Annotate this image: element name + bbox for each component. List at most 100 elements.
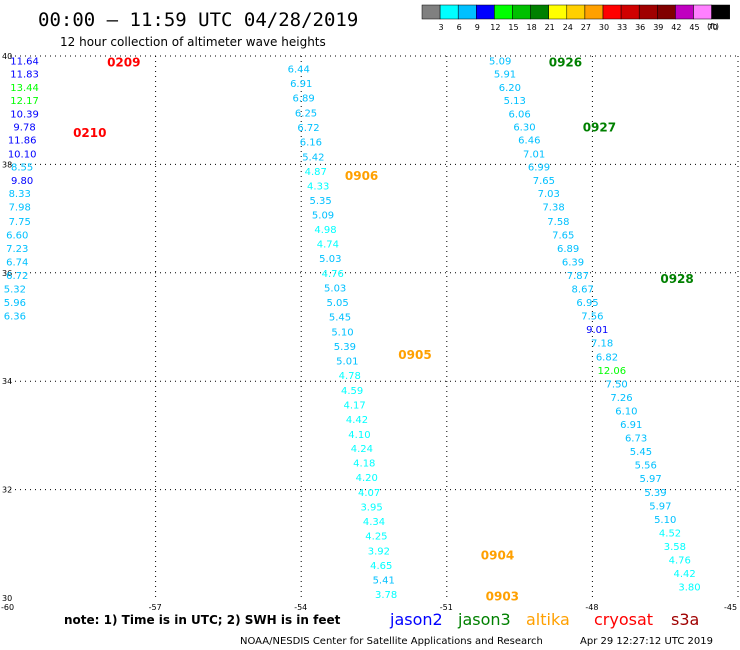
wave-height-value: 3.58 (664, 542, 686, 553)
color-swatch (530, 4, 549, 20)
wave-height-value: 4.17 (343, 401, 365, 412)
wave-height-value: 5.13 (504, 96, 526, 107)
color-scale-label: 39 (653, 23, 663, 32)
wave-height-value: 4.74 (317, 240, 339, 251)
pass-label: 0209 (107, 55, 140, 69)
wave-height-value: 5.03 (324, 283, 346, 294)
wave-height-value: 6.46 (518, 135, 540, 146)
wave-height-value: 3.95 (360, 502, 382, 513)
wave-height-value: 4.76 (322, 269, 344, 280)
pass-labels: 0209 0210 0906 0905 0904 0903 0926 0927 0928 (73, 55, 694, 603)
wave-height-value: 11.64 (10, 56, 39, 67)
footer-note: note: 1) Time is in UTC; 2) SWH is in fe… (64, 613, 341, 627)
color-swatch (566, 4, 586, 20)
color-scale-label: 3 (439, 23, 444, 32)
wave-height-value: 9.01 (586, 325, 608, 336)
color-scale-bar: 3 6 9 12 15 18 21 24 27 30 33 36 39 42 45 70 (421, 4, 730, 32)
wave-height-value: 6.74 (6, 257, 28, 268)
wave-height-value: 8.67 (572, 285, 594, 296)
wave-height-value: 11.83 (10, 69, 39, 80)
wave-height-value: 3.92 (368, 546, 390, 557)
wave-height-value: 7.26 (610, 393, 632, 404)
wave-height-value: 7.65 (533, 176, 555, 187)
color-scale-label: 24 (563, 23, 573, 32)
wave-height-value: 4.98 (314, 225, 336, 236)
color-swatch (494, 4, 513, 20)
wave-height-value: 5.35 (309, 196, 331, 207)
wave-height-value: 4.34 (363, 517, 385, 528)
color-scale-label: 33 (617, 23, 627, 32)
satellite-legend: jason2 jason3 altika cryosat s3a (389, 610, 699, 629)
pass-label: 0904 (481, 549, 514, 563)
wave-height-value: 6.89 (557, 244, 579, 255)
wave-height-value: 4.78 (339, 371, 361, 382)
satellite-legend-item: jason3 (457, 610, 511, 629)
wave-height-value: 4.59 (341, 386, 363, 397)
wave-height-value: 4.10 (348, 430, 370, 441)
color-swatch (675, 4, 694, 20)
wave-height-value: 12.17 (10, 96, 39, 107)
wave-height-value: 10.10 (8, 150, 37, 161)
wave-height-value: 4.42 (346, 415, 368, 426)
pass-label: 0927 (583, 120, 616, 134)
wave-height-value: 4.87 (305, 167, 327, 178)
x-axis-ticks: -60 -57 -54 -51 -48 -45 (1, 603, 737, 612)
color-scale-label: 30 (599, 23, 609, 32)
satellite-legend-item: altika (526, 610, 570, 629)
wave-height-value: 6.25 (295, 108, 317, 119)
wave-height-value: 6.99 (528, 163, 550, 174)
wave-height-value: 3.80 (678, 583, 700, 594)
wave-height-value: 6.36 (4, 312, 26, 323)
wave-height-value: 7.58 (547, 217, 569, 228)
wave-height-value: 7.65 (552, 230, 574, 241)
wave-height-value: 5.39 (334, 342, 356, 353)
wave-height-value: 6.82 (596, 352, 618, 363)
wave-height-value: 6.10 (615, 406, 637, 417)
wave-height-value: 8.55 (11, 163, 33, 174)
wave-height-value: 5.45 (329, 313, 351, 324)
color-swatch (421, 4, 441, 20)
wave-height-value: 6.39 (562, 257, 584, 268)
satellite-legend-item: cryosat (594, 610, 653, 629)
wave-height-value: 7.03 (538, 189, 560, 200)
wave-height-value: 4.76 (669, 556, 691, 567)
wave-height-value: 3.78 (375, 590, 397, 601)
wave-height-value: 6.91 (290, 79, 312, 90)
color-swatch (602, 4, 622, 20)
wave-height-value: 5.45 (630, 447, 652, 458)
wave-height-value: 9.80 (11, 176, 33, 187)
color-scale-label: 15 (508, 23, 518, 32)
satellite-legend-item: jason2 (389, 610, 443, 629)
wave-height-value: 6.72 (297, 123, 319, 134)
wave-height-value: 5.42 (302, 152, 324, 163)
footer-timestamp: Apr 29 12:27:12 UTC 2019 (580, 636, 713, 647)
wave-height-value: 8.33 (9, 189, 31, 200)
wave-height-value: 4.18 (353, 459, 375, 470)
y-tick-label: 32 (2, 486, 12, 495)
color-swatch (439, 4, 459, 20)
pass-label: 0906 (345, 169, 378, 183)
wave-height-value: 5.91 (494, 69, 516, 80)
wave-height-value: 5.10 (654, 515, 676, 526)
y-axis-ticks: 30 32 34 36 38 40 (2, 52, 12, 603)
x-tick-label: -54 (294, 603, 307, 612)
wave-height-value: 7.56 (581, 312, 603, 323)
color-scale-label: 21 (545, 23, 555, 32)
wave-height-value: 7.01 (523, 150, 545, 161)
wave-height-value: 7.23 (6, 244, 28, 255)
pass-label: 0928 (660, 272, 693, 286)
wave-height-value: 7.87 (567, 271, 589, 282)
wave-height-value: 5.96 (4, 298, 26, 309)
y-tick-label: 40 (2, 52, 12, 61)
wave-height-value: 6.89 (292, 94, 314, 105)
x-tick-label: -45 (724, 603, 737, 612)
wave-height-value: 5.39 (644, 488, 666, 499)
color-scale-label: 12 (490, 23, 500, 32)
x-tick-label: -60 (1, 603, 14, 612)
wave-height-value: 5.97 (640, 474, 662, 485)
color-swatch (548, 4, 568, 20)
wave-height-value: 4.24 (351, 444, 373, 455)
wave-height-value: 6.91 (620, 420, 642, 431)
y-tick-label: 30 (2, 594, 12, 603)
wave-height-value: 5.32 (4, 285, 26, 296)
